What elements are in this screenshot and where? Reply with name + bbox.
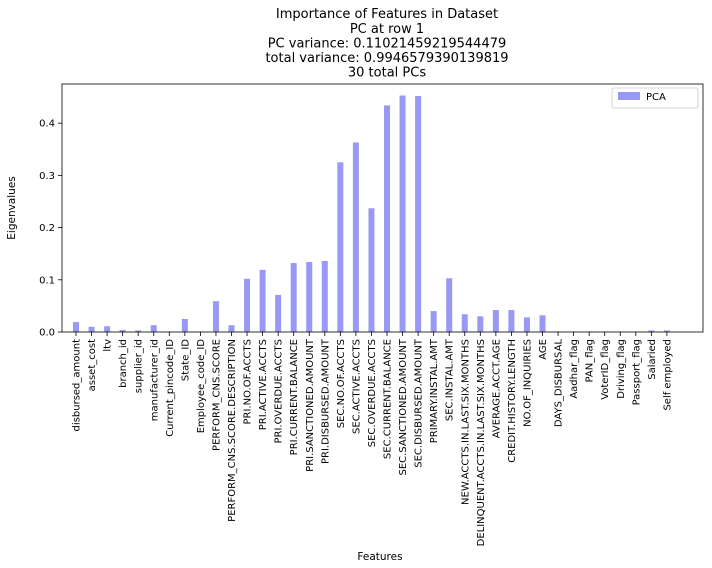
- bar-13: [275, 294, 282, 332]
- plot-frame: [61, 83, 704, 333]
- title-line-4: total variance: 0.9946579390139819: [265, 51, 508, 66]
- x-tick-label-32: Aadhar_flag: [569, 339, 580, 399]
- bar-5: [150, 325, 157, 332]
- x-tick-label-18: SEC.ACTIVE.ACCTS: [351, 339, 362, 434]
- bar-11: [244, 278, 251, 332]
- x-tick-label-16: PRI.DISBURSED.AMOUNT: [320, 338, 331, 464]
- y-tick-label-3: 0.3: [39, 171, 55, 182]
- bar-10: [228, 325, 235, 332]
- bar-2: [104, 326, 111, 332]
- x-tick-label-15: PRI.SANCTIONED.AMOUNT: [305, 338, 316, 472]
- x-tick-label-19: SEC.OVERDUE.ACCTS: [367, 339, 378, 447]
- bar-19: [368, 208, 375, 332]
- legend-label-pca: PCA: [646, 92, 666, 103]
- x-tick-label-21: SEC.SANCTIONED.AMOUNT: [398, 338, 409, 475]
- y-tick-label-4: 0.4: [39, 119, 55, 130]
- bar-16: [321, 260, 328, 332]
- x-tick-label-6: Current_pincode_ID: [165, 339, 176, 437]
- legend-swatch-pca: [618, 92, 640, 100]
- x-tick-label-24: SEC.INSTAL.AMT: [445, 338, 456, 421]
- x-tick-label-35: Driving_flag: [616, 339, 627, 399]
- y-tick-label-1: 0.1: [39, 275, 55, 286]
- y-axis: 0.0 0.1 0.2 0.3 0.4: [39, 119, 62, 339]
- x-tick-label-4: supplier_id: [134, 339, 145, 393]
- x-tick-label-0: disbursed_amount: [72, 339, 83, 432]
- bar-3: [119, 329, 126, 332]
- x-tick-label-33: PAN_flag: [585, 339, 596, 383]
- x-tick-label-13: PRI.OVERDUE.ACCTS: [274, 339, 285, 444]
- bar-20: [384, 105, 390, 332]
- x-tick-label-14: PRI.CURRENT.BALANCE: [289, 339, 300, 455]
- bar-15: [306, 262, 313, 332]
- x-tick-label-25: NEW.ACCTS.IN.LAST.SIX.MONTHS: [460, 339, 471, 505]
- title-line-5: 30 total PCs: [348, 66, 426, 81]
- x-tick-label-30: AGE: [538, 339, 549, 360]
- x-tick-label-12: PRI.ACTIVE.ACCTS: [258, 339, 269, 430]
- chart-title: Importance of Features in Dataset PC at …: [265, 7, 508, 81]
- bar-30: [539, 315, 546, 332]
- x-axis-label: Features: [357, 551, 402, 563]
- bar-24: [446, 278, 453, 332]
- bar-26: [477, 316, 484, 332]
- x-tick-label-37: Salaried: [647, 339, 658, 380]
- bar-7: [181, 318, 188, 332]
- title-line-1: Importance of Features in Dataset: [276, 7, 498, 22]
- y-tick-label-2: 0.2: [39, 223, 55, 234]
- x-tick-label-26: DELINQUENT.ACCTS.IN.LAST.SIX.MONTHS: [476, 339, 487, 546]
- y-axis-label: Eigenvalues: [6, 176, 18, 239]
- bar-4: [135, 330, 142, 332]
- title-line-3: PC variance: 0.11021459219544479: [268, 37, 507, 52]
- bar-1: [88, 326, 95, 332]
- bar-38: [663, 330, 670, 332]
- bar-0: [73, 322, 79, 332]
- x-tick-label-7: State_ID: [180, 339, 191, 381]
- bar-14: [290, 263, 297, 332]
- bar-37: [648, 330, 655, 332]
- x-tick-label-1: asset_cost: [87, 339, 98, 391]
- bar-27: [492, 310, 499, 332]
- x-tick-label-10: PERFORM_CNS.SCORE.DESCRIPTION: [227, 339, 238, 522]
- x-tick-label-20: SEC.CURRENT.BALANCE: [383, 339, 394, 459]
- bars-group: [73, 95, 670, 333]
- x-tick-label-17: SEC.NO.OF.ACCTS: [336, 339, 347, 428]
- legend: PCA: [611, 87, 699, 109]
- x-tick-label-29: NO.OF_INQUIRIES: [522, 339, 533, 427]
- y-tick-label-0: 0.0: [39, 328, 55, 339]
- bar-17: [337, 162, 344, 332]
- bar-18: [352, 142, 359, 332]
- x-tick-label-3: branch_id: [118, 339, 129, 388]
- title-line-2: PC at row 1: [350, 22, 424, 37]
- x-tick-label-22: SEC.DISBURSED.AMOUNT: [414, 338, 425, 468]
- bar-23: [430, 311, 437, 332]
- x-tick-label-27: AVERAGE.ACCT.AGE: [491, 339, 502, 438]
- x-tick-label-2: ltv: [103, 339, 114, 352]
- x-tick-label-31: DAYS_DISBURSAL: [554, 339, 565, 428]
- x-tick-label-38: Self employed: [662, 339, 673, 411]
- x-tick-label-9: PERFORM_CNS.SCORE: [211, 339, 222, 451]
- x-tick-label-34: VoterID_flag: [600, 339, 611, 400]
- bar-28: [508, 310, 515, 332]
- x-tick-label-23: PRIMARY.INSTAL.AMT: [429, 338, 440, 443]
- bar-22: [415, 96, 422, 332]
- bar-21: [399, 95, 406, 333]
- bar-25: [461, 314, 468, 332]
- x-tick-label-5: manufacturer_id: [149, 339, 160, 421]
- bar-9: [212, 301, 219, 332]
- x-tick-label-28: CREDIT.HISTORY.LENGTH: [507, 339, 518, 463]
- x-tick-label-11: PRI.NO.OF.ACCTS: [243, 339, 254, 425]
- x-tick-label-36: Passport_flag: [631, 339, 642, 405]
- x-axis: disbursed_amount asset_cost ltv branch_id su…: [72, 332, 673, 546]
- bar-29: [523, 317, 530, 332]
- x-tick-label-8: Employee_code_ID: [196, 339, 207, 434]
- bar-12: [259, 269, 266, 332]
